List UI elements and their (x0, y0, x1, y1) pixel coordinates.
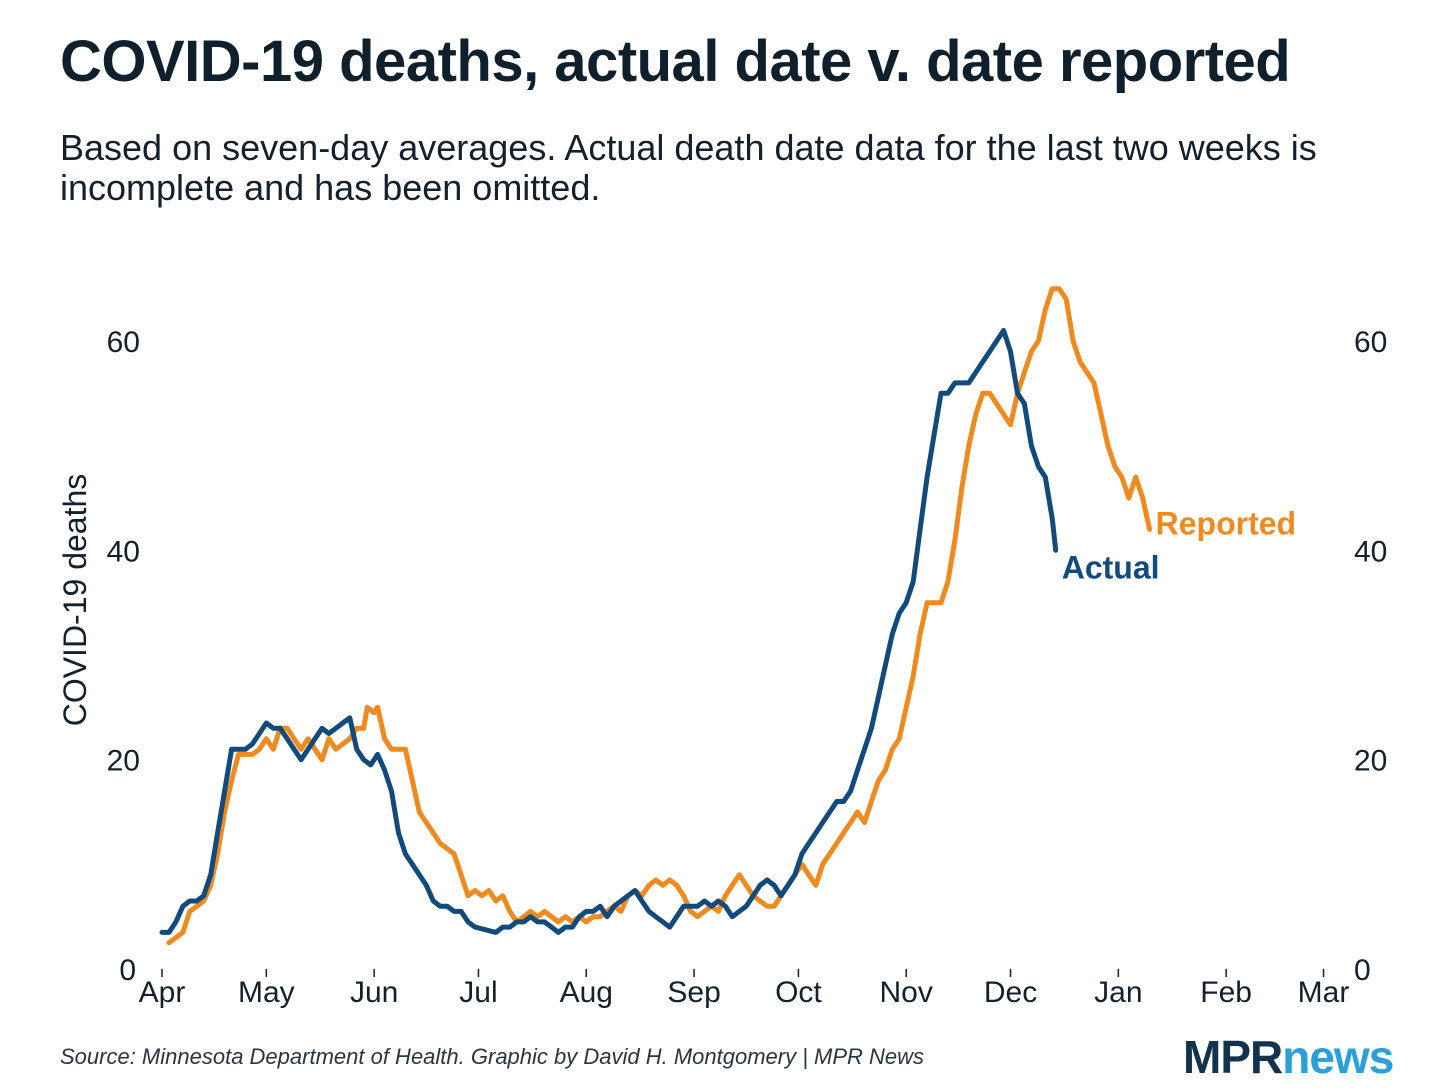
y-axis-right: 0 20 40 60 (1354, 326, 1387, 987)
logo-mpr: MPR (1183, 1031, 1283, 1083)
x-tick-dec: Dec (984, 976, 1037, 1009)
line-chart: 0 20 40 60 0 20 40 60 Apr May Jun Jul Aug Sep Oct Nov… (57, 286, 1387, 1009)
x-tick-jan: Jan (1094, 976, 1142, 1009)
chart-title: COVID-19 deaths, actual date v. date rep… (60, 29, 1291, 94)
x-tick-mar: Mar (1298, 976, 1350, 1009)
y-axis-label: COVID-19 deaths (57, 474, 93, 727)
y-tick-right-40: 40 (1354, 535, 1387, 568)
x-tick-feb: Feb (1200, 976, 1252, 1009)
x-axis: Apr May Jun Jul Aug Sep Oct Nov Dec Jan Feb Mar (139, 969, 1350, 1009)
x-tick-aug: Aug (560, 976, 613, 1009)
mpr-news-logo: MPRnews (1183, 1030, 1394, 1084)
y-tick-left-60: 60 (107, 326, 140, 359)
series-group: Reported Actual (159, 286, 1296, 946)
series-line-reported (166, 286, 1153, 946)
y-tick-right-60: 60 (1354, 326, 1387, 359)
y-tick-left-0: 0 (119, 954, 136, 987)
y-tick-left-20: 20 (107, 745, 140, 778)
y-axis-left: 0 20 40 60 (107, 326, 140, 987)
x-tick-jul: Jul (459, 976, 497, 1009)
x-tick-jun: Jun (350, 976, 398, 1009)
y-tick-right-0: 0 (1354, 954, 1371, 987)
y-tick-right-20: 20 (1354, 745, 1387, 778)
source-note: Source: Minnesota Department of Health. … (60, 1044, 925, 1069)
series-label-reported: Reported (1156, 505, 1296, 541)
x-tick-apr: Apr (139, 976, 186, 1009)
x-tick-sep: Sep (667, 976, 720, 1009)
x-tick-oct: Oct (775, 976, 822, 1009)
x-tick-nov: Nov (880, 976, 933, 1009)
series-label-actual: Actual (1062, 549, 1160, 585)
logo-news: news (1282, 1031, 1394, 1083)
series-line-actual (159, 328, 1059, 935)
chart-subtitle: Based on seven-day averages. Actual deat… (60, 127, 1317, 208)
y-tick-left-40: 40 (107, 535, 140, 568)
x-tick-may: May (238, 976, 295, 1009)
